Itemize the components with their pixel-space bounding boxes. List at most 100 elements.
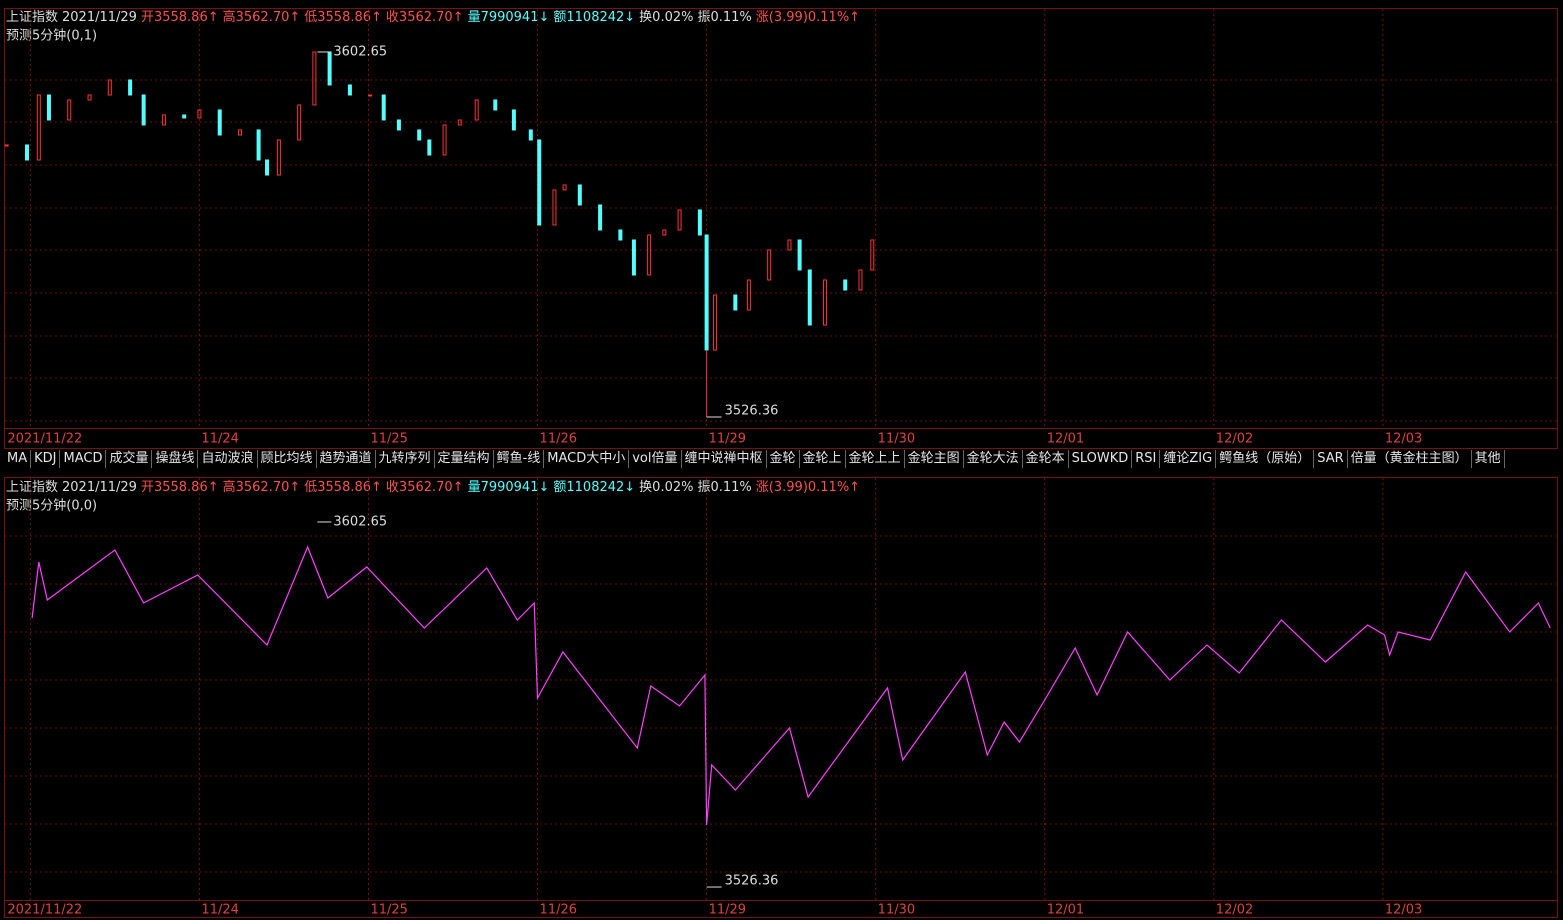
candle <box>822 279 827 326</box>
quote-field: 开3558.86↑ <box>141 480 219 495</box>
indicator-tab[interactable]: MA <box>4 450 32 468</box>
candle <box>256 129 261 161</box>
candle <box>312 51 317 106</box>
indicator-tab[interactable]: 金轮大法 <box>964 450 1023 468</box>
indicator-tab[interactable]: 操盘线 <box>152 450 199 468</box>
quote-field: 高3562.70↑ <box>223 9 301 25</box>
quote-field: 量7990941↓ <box>468 480 550 495</box>
indicator-tab[interactable]: 倍量（黄金柱主图） <box>1348 450 1472 468</box>
candle <box>457 119 462 126</box>
indicator-tab[interactable]: KDJ <box>31 450 61 468</box>
candle <box>528 129 533 141</box>
max-label: 3602.65 <box>333 514 387 529</box>
candle <box>276 139 281 176</box>
candle <box>577 184 582 206</box>
indicator-tab[interactable]: 成交量 <box>106 450 153 468</box>
x-tick-label: 2021/11/22 <box>7 903 82 918</box>
quote-field: 换0.02% <box>639 480 693 495</box>
candle <box>327 51 332 86</box>
quote-field: 开3558.86↑ <box>141 10 219 25</box>
quote-field: 涨(3.99)0.11%↑ <box>756 480 860 495</box>
indicator-tab[interactable]: RSI <box>1132 450 1161 468</box>
x-tick-label: 11/24 <box>201 903 238 918</box>
indicator-tab[interactable]: 趋势通道 <box>317 450 376 468</box>
quote-field: 量7990941↓ <box>468 10 550 25</box>
x-tick-label: 11/26 <box>540 903 577 918</box>
quote-field: 涨(3.99)0.11%↑ <box>756 10 860 25</box>
candle <box>107 79 112 96</box>
candle <box>237 129 242 136</box>
x-tick-label: 12/02 <box>1216 432 1253 447</box>
candle <box>733 294 738 311</box>
candle <box>161 114 166 126</box>
candle <box>141 94 146 126</box>
candle <box>67 99 72 121</box>
candle <box>381 94 386 121</box>
indicator-tab[interactable]: 其他 <box>1472 450 1505 468</box>
candle <box>368 94 373 97</box>
candle <box>787 239 792 251</box>
candle <box>347 84 352 96</box>
indicator-tab[interactable]: SLOWKD <box>1069 450 1133 468</box>
indicator-tab[interactable]: 金轮上 <box>800 450 846 468</box>
quote-field: 2021/11/29 <box>62 10 137 25</box>
indicator-tab[interactable]: 定量结构 <box>435 450 494 468</box>
indicator-tab[interactable]: 鳄鱼线（原始） <box>1216 450 1315 468</box>
candle <box>265 159 270 176</box>
candle <box>562 184 567 191</box>
candle <box>427 139 432 156</box>
indicator-tab[interactable]: 缠中说禅中枢 <box>682 450 767 468</box>
indicator-tab[interactable]: 金轮上上 <box>846 450 905 468</box>
candle <box>128 79 133 96</box>
quote-field: 高3562.70↑ <box>223 479 301 495</box>
indicator-tab[interactable]: SAR <box>1314 450 1348 468</box>
quote-field: 额1108242↓ <box>553 480 635 495</box>
indicator-tab[interactable]: vol倍量 <box>629 450 682 468</box>
panel-frame <box>4 477 1558 918</box>
candle <box>662 229 667 236</box>
indicator-tab[interactable]: 鳄鱼-线 <box>494 450 545 468</box>
candle <box>631 239 636 276</box>
candle <box>87 94 92 101</box>
indicator-tab[interactable]: 金轮 <box>767 450 800 468</box>
x-tick-label: 12/01 <box>1047 432 1084 447</box>
x-tick-label: 12/02 <box>1216 903 1253 918</box>
quote-line: 上证指数 2021/11/29 开3558.86↑ 高3562.70↑ 低3558.86… <box>6 479 860 495</box>
candle <box>767 249 772 281</box>
indicator-tab[interactable]: MACD <box>60 450 107 468</box>
candle <box>618 229 623 241</box>
indicator-tab[interactable]: 九转序列 <box>376 450 435 468</box>
indicator-toolbar: MA KDJ MACD 成交量 操盘线 自动波浪 顾比均线 趋势通道 九转序列 定量结构 鳄鱼-线 M… <box>4 450 1560 468</box>
x-tick-label: 11/26 <box>540 432 577 447</box>
min-label: 3526.36 <box>725 874 779 889</box>
indicator-name: 预测5分钟(0,1) <box>6 28 97 44</box>
candle <box>493 99 498 111</box>
candle <box>474 99 479 121</box>
candle <box>24 144 29 161</box>
quote-line: 上证指数 2021/11/29 开3558.86↑ 高3562.70↑ 低3558.86… <box>6 9 860 25</box>
x-tick-label: 11/29 <box>709 903 746 918</box>
indicator-name: 预测5分钟(0,0) <box>6 498 97 514</box>
min-label: 3526.36 <box>725 404 779 419</box>
x-tick-label: 11/30 <box>878 903 915 918</box>
candle <box>217 109 222 136</box>
candle <box>197 109 202 119</box>
quote-field: 上证指数 <box>6 10 58 25</box>
indicator-tab[interactable]: 自动波浪 <box>198 450 258 468</box>
candle <box>797 239 802 271</box>
indicator-tab[interactable]: 金轮本 <box>1023 450 1069 468</box>
indicator-tab[interactable]: 缠论ZIG <box>1160 450 1217 468</box>
candle <box>297 104 302 141</box>
indicator-tab[interactable]: 顾比均线 <box>258 450 317 468</box>
candle <box>713 294 718 351</box>
panel-frame <box>4 8 1558 449</box>
quote-field: 低3558.86↑ <box>304 10 382 25</box>
x-tick-label: 12/03 <box>1385 432 1422 447</box>
x-tick-label: 11/30 <box>878 432 915 447</box>
h-grid <box>5 79 1557 873</box>
indicator-tab[interactable]: 金轮主图 <box>905 450 964 468</box>
candle <box>843 279 848 291</box>
indicator-tab[interactable]: MACD大中小 <box>544 450 630 468</box>
